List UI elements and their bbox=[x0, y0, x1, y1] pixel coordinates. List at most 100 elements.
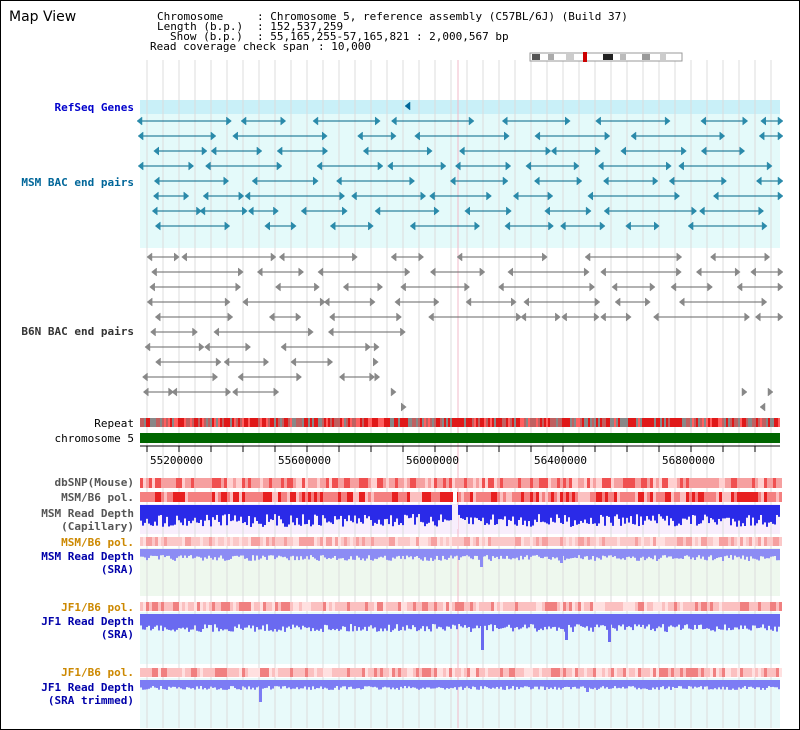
heat-cell bbox=[140, 492, 143, 502]
depth-bar bbox=[622, 614, 624, 625]
depth-bar bbox=[586, 549, 588, 557]
depth-bar bbox=[610, 680, 612, 689]
msm-bac-label[interactable]: MSM BAC end pairs bbox=[21, 176, 134, 189]
heat-cell bbox=[155, 537, 158, 546]
depth-bar bbox=[332, 505, 334, 525]
depth-bar bbox=[680, 549, 682, 559]
depth-bar bbox=[628, 614, 630, 627]
depth-bar bbox=[682, 549, 684, 559]
heat-cell bbox=[575, 537, 578, 546]
depth-bar bbox=[230, 549, 232, 559]
heat-cell bbox=[176, 492, 179, 502]
refseq-genes-label[interactable]: RefSeq Genes bbox=[54, 101, 134, 114]
depth-bar bbox=[636, 614, 638, 627]
repeat-segment bbox=[260, 418, 262, 427]
depth-bar bbox=[470, 614, 472, 632]
heat-cell bbox=[416, 492, 419, 502]
dbsnp-label[interactable]: dbSNP(Mouse) bbox=[54, 476, 134, 489]
feature-marker bbox=[676, 252, 683, 262]
depth-bar bbox=[162, 680, 164, 689]
heat-cell bbox=[530, 537, 533, 546]
heat-cell bbox=[281, 602, 284, 611]
feature-marker bbox=[741, 387, 748, 397]
heat-cell bbox=[419, 668, 422, 677]
depth-bar bbox=[400, 549, 402, 559]
heat-cell bbox=[557, 537, 560, 546]
feature-marker bbox=[136, 116, 143, 126]
repeat-segment bbox=[466, 418, 468, 427]
msm-sra-label-1[interactable]: MSM Read Depth bbox=[41, 550, 134, 563]
depth-bar bbox=[508, 505, 510, 520]
depth-bar bbox=[520, 549, 522, 556]
repeat-segment bbox=[296, 418, 298, 427]
feature-marker bbox=[247, 206, 254, 216]
depth-bar bbox=[224, 505, 226, 515]
repeat-segment bbox=[216, 418, 218, 427]
jf1-trimmed-label-1[interactable]: JF1 Read Depth bbox=[41, 681, 134, 694]
heat-cell bbox=[761, 602, 764, 611]
repeat-segment bbox=[166, 418, 168, 427]
jf1-pol2-label[interactable]: JF1/B6 pol. bbox=[61, 666, 134, 679]
repeat-segment bbox=[240, 418, 242, 427]
heat-cell bbox=[338, 668, 341, 677]
depth-bar bbox=[594, 680, 596, 688]
depth-bar bbox=[146, 549, 148, 561]
repeat-segment bbox=[668, 418, 670, 427]
heat-cell bbox=[299, 478, 302, 488]
repeat-segment bbox=[562, 418, 564, 427]
feature-marker bbox=[312, 116, 319, 126]
pol-gap bbox=[453, 492, 457, 502]
depth-bar bbox=[764, 549, 766, 559]
depth-bar bbox=[554, 680, 556, 687]
depth-bar bbox=[432, 614, 434, 625]
depth-bar bbox=[724, 505, 726, 519]
heat-cell bbox=[143, 668, 146, 677]
msm-pol-label[interactable]: MSM/B6 pol. bbox=[61, 491, 134, 504]
depth-bar bbox=[214, 680, 216, 688]
repeat-segment bbox=[312, 418, 314, 427]
heat-cell bbox=[524, 492, 527, 502]
heat-cell bbox=[677, 478, 680, 488]
heat-cell bbox=[389, 478, 392, 488]
depth-bar bbox=[566, 549, 568, 559]
feature-marker bbox=[458, 146, 465, 156]
heat-cell bbox=[569, 537, 572, 546]
feature-marker bbox=[758, 206, 765, 216]
heat-cell bbox=[371, 478, 374, 488]
repeat-segment bbox=[662, 418, 664, 427]
heat-cell bbox=[326, 602, 329, 611]
heat-cell bbox=[581, 537, 584, 546]
depth-bar bbox=[318, 505, 320, 525]
repeat-segment bbox=[294, 418, 296, 427]
feature-marker bbox=[545, 146, 552, 156]
jf1-sra-label-1[interactable]: JF1 Read Depth bbox=[41, 615, 134, 628]
heat-cell bbox=[326, 492, 329, 502]
depth-bar bbox=[436, 549, 438, 556]
heat-cell bbox=[416, 537, 419, 546]
depth-bar bbox=[512, 505, 514, 517]
heat-cell bbox=[413, 492, 416, 502]
depth-bar bbox=[358, 614, 360, 628]
repeat-segment bbox=[548, 418, 550, 427]
heat-cell bbox=[638, 478, 641, 488]
repeat-segment bbox=[570, 418, 572, 427]
depth-bar bbox=[422, 505, 424, 523]
heat-cell bbox=[449, 602, 452, 611]
heat-cell bbox=[743, 602, 746, 611]
msm-pol2-label[interactable]: MSM/B6 pol. bbox=[61, 536, 134, 549]
depth-bar bbox=[152, 549, 154, 556]
depth-bar bbox=[242, 505, 244, 524]
feature-marker bbox=[750, 267, 756, 277]
depth-bar bbox=[374, 505, 376, 523]
b6n-bac-label[interactable]: B6N BAC end pairs bbox=[21, 325, 134, 338]
depth-bar bbox=[154, 614, 156, 627]
msm-capillary-label-1[interactable]: MSM Read Depth bbox=[41, 507, 134, 520]
heat-cell bbox=[701, 492, 704, 502]
jf1-pol-label[interactable]: JF1/B6 pol. bbox=[61, 601, 134, 614]
depth-bar bbox=[250, 614, 252, 629]
repeat-segment bbox=[746, 418, 748, 427]
depth-bar bbox=[726, 549, 728, 556]
depth-bar bbox=[256, 680, 258, 688]
repeat-segment bbox=[218, 418, 220, 427]
